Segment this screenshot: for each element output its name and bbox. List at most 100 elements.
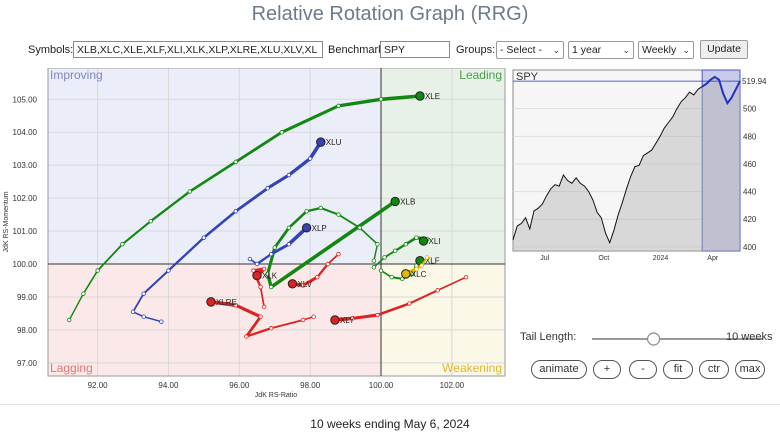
y-tick-label: 101.00 [13,227,38,236]
frequency-select-value: Weekly [642,44,677,56]
frequency-select[interactable]: Weekly ⌄ [638,41,694,59]
slider-handle[interactable] [646,332,661,346]
series-xli-point [371,265,377,270]
series-xle-segment [68,293,85,321]
series-xlre-point [258,314,263,319]
series-xle: XLE [67,91,440,323]
series-xlv-label: XLV [297,280,312,289]
zoom-out-button[interactable]: - [629,360,657,379]
symbols-input[interactable]: XLB,XLC,XLE,XLF,XLI,XLK,XLP,XLRE,XLU,XLV… [73,41,323,58]
series-xlf-label: XLF [425,257,440,266]
series-xlu-point [233,209,238,214]
series-xlre-segment [245,327,273,338]
x-tick-label: 94.00 [158,381,179,390]
series-xly-label: XLY [340,316,355,325]
period-select[interactable]: 1 year ⌄ [568,41,634,59]
series-xlv-head [287,279,298,289]
chevron-down-icon: ⌄ [682,45,690,55]
max-button[interactable]: max [735,360,765,379]
center-button[interactable]: ctr [699,360,729,379]
spy-highlight-window [701,69,741,252]
series-xlb-segment [265,272,273,289]
symbols-label: Symbols: [28,44,74,56]
series-xlu-point [159,319,164,324]
y-tick-label: 99.00 [17,293,38,302]
series-xlk-point [251,268,256,273]
period-select-value: 1 year [572,44,602,56]
series-xle-segment [121,220,152,246]
benchmark-label: Benchmark: [328,44,387,56]
quadrant-lagging [48,264,382,376]
series-xlre-segment [270,319,305,330]
series-xli-head [418,236,429,246]
series-xle-point [95,268,100,273]
series-xlb-head [390,196,400,207]
series-xlc-point [424,255,430,260]
series-xlv-point [315,274,320,280]
groups-select[interactable]: - Select - ⌄ [496,41,564,59]
series-xlv-point [325,261,331,267]
quadrant-label-improving: Improving [50,68,103,82]
animate-button[interactable]: animate [531,360,587,379]
x-axis-label: JdK RS-Ratio [255,392,298,398]
series-xly-segment [376,302,411,317]
spy-y-tick-label: 420 [743,215,757,224]
series-xlv: XLV [287,251,341,289]
y-tick-label: 97.00 [17,359,38,368]
series-xlv-segment [327,253,340,265]
series-xlc-point [414,266,419,272]
series-xlu-point [130,309,136,314]
series-xly-segment [351,313,380,320]
series-xlu-point [141,291,146,296]
series-xlu-segment [132,292,145,313]
series-xlp-point [254,261,260,267]
series-xlre-point [233,302,238,308]
spy-y-tick-label: 500 [743,105,757,114]
series-xly: XLY [330,274,469,325]
series-xlb-segment [287,210,308,230]
rrg-chart[interactable]: Improving Leading Lagging Weakening 92.00 94.… [0,68,510,398]
spy-last-value-label: 519.94 [742,77,767,86]
series-xle-point [279,130,285,135]
series-xlu-label: XLU [326,138,342,147]
series-xli: XLI [371,235,441,270]
series-xlb-point [336,212,341,217]
series-xlb-label: XLB [400,197,415,206]
series-xle-segment [96,243,124,272]
series-xlu-segment [234,186,270,213]
series-xly-head [330,315,340,325]
series-xly-point [435,288,440,293]
footer-caption: 10 weeks ending May 6, 2024 [310,417,470,431]
series-xle-point [187,189,192,194]
series-xlc-head [401,269,411,279]
series-xlu-point [265,186,270,191]
series-xlb-point [268,284,274,290]
series-xlb-segment [358,227,379,245]
series-xlu-point [141,314,146,319]
quadrant-label-leading: Leading [459,68,502,82]
tail-length-value: 10 weeks [726,331,773,343]
spy-y-tick-label: 480 [743,132,757,141]
benchmark-input[interactable]: SPY [380,41,450,58]
series-xle-segment [234,130,284,164]
fit-button[interactable]: fit [663,360,693,379]
spy-x-tick-label: 2024 [653,255,669,262]
y-tick-label: 102.00 [13,194,38,203]
series-xlc-point [419,263,424,268]
series-xly-point [350,316,355,321]
series-xle-point [336,103,341,109]
series-xlp-point [247,256,253,262]
x-tick-label: 100.00 [369,381,394,390]
series-xlu-segment [287,156,312,177]
quadrant-label-lagging: Lagging [50,361,93,375]
update-button[interactable]: Update [700,40,748,59]
tail-length-slider[interactable] [590,329,765,349]
zoom-in-button[interactable]: + [593,360,621,379]
series-xle-segment [149,190,191,223]
series-xly-segment [436,276,467,292]
spy-highlight-line [701,75,741,106]
quadrant-label-weakening: Weakening [442,361,502,375]
series-xlu-point [286,172,292,178]
series-xlre-segment [234,303,263,319]
series-xlb-point [357,225,362,230]
